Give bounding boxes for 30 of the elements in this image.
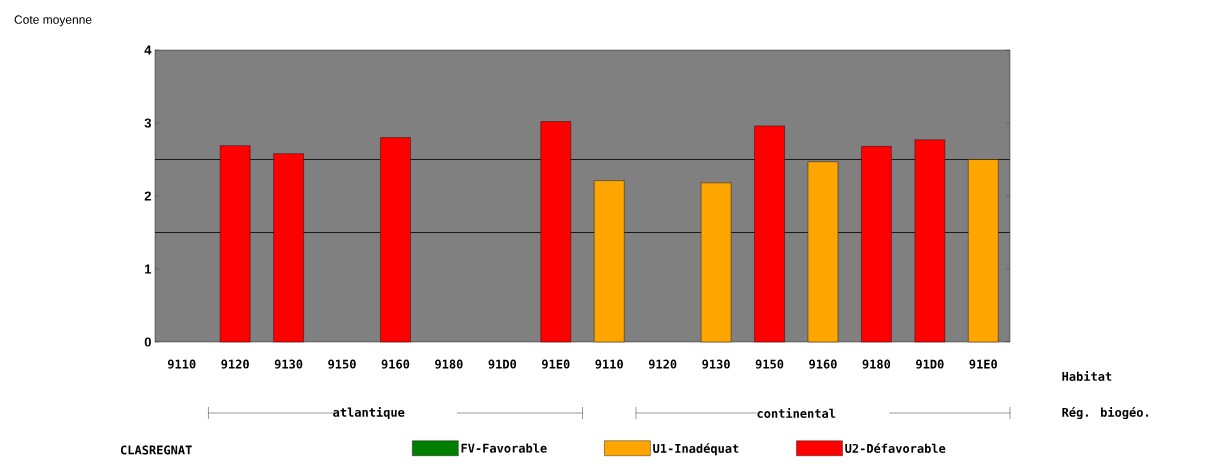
x-tick-label: 91D0 xyxy=(916,359,944,369)
x-tick-label: 9160 xyxy=(381,359,410,369)
x-tick-label: 91D0 xyxy=(488,359,517,369)
text: continental xyxy=(757,408,836,418)
y-tick-label: 0 xyxy=(144,337,151,347)
x-tick-label: 9160 xyxy=(809,359,837,369)
x-tick-label: 9150 xyxy=(755,359,784,369)
x-tick-label: 91E0 xyxy=(541,359,570,369)
y-tick-label: 4 xyxy=(144,45,152,55)
x-tick-label: 9120 xyxy=(648,359,677,369)
x-tick-label: 9180 xyxy=(435,359,463,369)
legend-title: CLASREGNAT xyxy=(120,445,192,455)
x-tick-label: 9130 xyxy=(274,359,303,369)
x-axis-title: Habitat xyxy=(1062,371,1112,381)
text: Rég. biogéo. xyxy=(1062,406,1149,420)
x-tick-label: 9180 xyxy=(862,359,891,369)
legend-label: U2-Défavorable xyxy=(845,443,946,453)
x-tick-label: 9110 xyxy=(595,359,623,369)
text: atlantique xyxy=(333,406,405,420)
x-tick-label: 91E0 xyxy=(969,359,998,369)
x-tick-label: 9120 xyxy=(221,359,249,369)
y-tick-label: 1 xyxy=(145,264,152,274)
y-tick-label: 2 xyxy=(144,191,151,201)
legend-label: FV-Favorable xyxy=(461,443,547,453)
y-axis-title: Cote moyenne xyxy=(14,15,92,27)
x-tick-label: 9150 xyxy=(328,359,356,369)
x-tick-label: 9110 xyxy=(167,359,196,369)
y-tick-label: 3 xyxy=(144,118,151,128)
x-tick-label: 9130 xyxy=(702,359,730,369)
legend-label: U1-Inadéquat xyxy=(653,443,739,456)
